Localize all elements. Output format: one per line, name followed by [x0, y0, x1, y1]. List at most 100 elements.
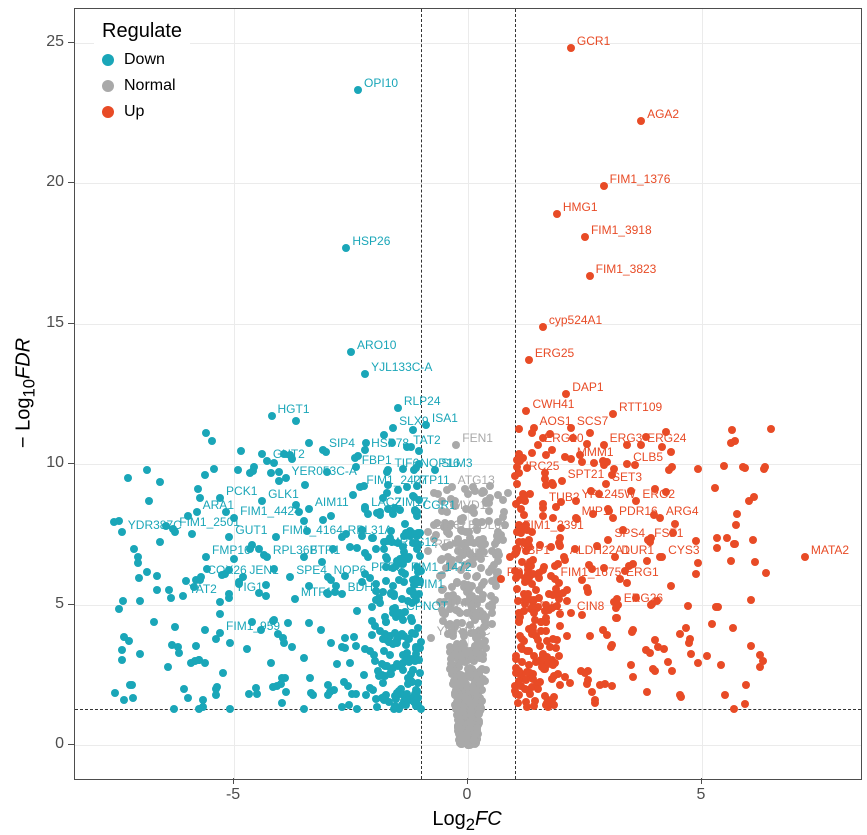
- data-point: [416, 529, 424, 537]
- data-point: [522, 547, 530, 555]
- data-point: [403, 443, 411, 451]
- data-point: [595, 490, 603, 498]
- data-point: [387, 527, 395, 535]
- data-point: [604, 505, 612, 513]
- data-point: [427, 634, 435, 642]
- data-point: [535, 574, 543, 582]
- data-point: [668, 667, 676, 675]
- data-point: [523, 526, 531, 534]
- data-point: [110, 518, 118, 526]
- data-point: [567, 44, 575, 52]
- data-point: [479, 487, 487, 495]
- data-point: [750, 493, 758, 501]
- data-point: [413, 482, 421, 490]
- data-point: [583, 440, 591, 448]
- data-point: [306, 674, 314, 682]
- data-point: [457, 515, 465, 523]
- data-point: [451, 650, 459, 658]
- data-point: [623, 460, 631, 468]
- data-point: [326, 688, 334, 696]
- data-point: [623, 441, 631, 449]
- data-point: [488, 564, 496, 572]
- data-point: [216, 598, 224, 606]
- data-point: [225, 590, 233, 598]
- data-point: [627, 487, 635, 495]
- data-point: [182, 577, 190, 585]
- data-point: [728, 426, 736, 434]
- data-point: [446, 665, 454, 673]
- data-point: [519, 454, 527, 462]
- data-point: [349, 491, 357, 499]
- data-point: [742, 681, 750, 689]
- data-point: [550, 693, 558, 701]
- data-point: [542, 451, 550, 459]
- gene-label: ARO10: [357, 338, 396, 352]
- data-point: [629, 673, 637, 681]
- data-point: [552, 585, 560, 593]
- data-point: [486, 482, 494, 490]
- data-point: [627, 661, 635, 669]
- data-point: [405, 553, 413, 561]
- data-point: [551, 575, 559, 583]
- data-point: [383, 662, 391, 670]
- axis-tick: [68, 323, 74, 324]
- data-point: [216, 494, 224, 502]
- gene-label: SCS7: [577, 414, 608, 428]
- data-point: [451, 691, 459, 699]
- data-point: [438, 555, 446, 563]
- data-point: [497, 575, 505, 583]
- data-point: [801, 553, 809, 561]
- gene-label: RPL36B: [273, 543, 318, 557]
- data-point: [300, 553, 308, 561]
- data-point: [406, 587, 414, 595]
- data-point: [194, 485, 202, 493]
- data-point: [239, 573, 247, 581]
- data-point: [658, 443, 666, 451]
- gene-label: SPT21: [568, 467, 605, 481]
- data-point: [730, 705, 738, 713]
- data-point: [456, 671, 464, 679]
- data-point: [529, 675, 537, 683]
- gene-label: FIM1_3823: [596, 262, 657, 276]
- data-point: [118, 528, 126, 536]
- data-point: [340, 678, 348, 686]
- data-point: [115, 605, 123, 613]
- data-point: [448, 583, 456, 591]
- data-point: [448, 556, 456, 564]
- data-point: [382, 618, 390, 626]
- data-point: [732, 521, 740, 529]
- data-point: [305, 505, 313, 513]
- data-point: [470, 736, 478, 744]
- data-point: [338, 533, 346, 541]
- data-point: [361, 570, 369, 578]
- data-point: [727, 557, 735, 565]
- gene-label: HMG1: [563, 200, 598, 214]
- data-point: [528, 449, 536, 457]
- axis-tick: [68, 604, 74, 605]
- data-point: [454, 535, 462, 543]
- data-point: [352, 642, 360, 650]
- data-point: [430, 489, 438, 497]
- data-point: [518, 645, 526, 653]
- data-point: [516, 632, 524, 640]
- data-point: [694, 559, 702, 567]
- data-point: [124, 474, 132, 482]
- data-point: [119, 597, 127, 605]
- data-point: [676, 691, 684, 699]
- data-point: [608, 641, 616, 649]
- data-point: [292, 501, 300, 509]
- y-tick-label: 10: [46, 454, 64, 472]
- data-point: [578, 576, 586, 584]
- gene-label: ISA1: [432, 411, 458, 425]
- data-point: [447, 628, 455, 636]
- data-point: [521, 685, 529, 693]
- data-point: [269, 617, 277, 625]
- data-point: [529, 556, 537, 564]
- data-point: [399, 543, 407, 551]
- y-tick-label: 15: [46, 314, 64, 332]
- axis-tick: [701, 778, 702, 784]
- data-point: [667, 582, 675, 590]
- gene-label: AGA2: [647, 107, 679, 121]
- data-point: [408, 629, 416, 637]
- data-point: [572, 514, 580, 522]
